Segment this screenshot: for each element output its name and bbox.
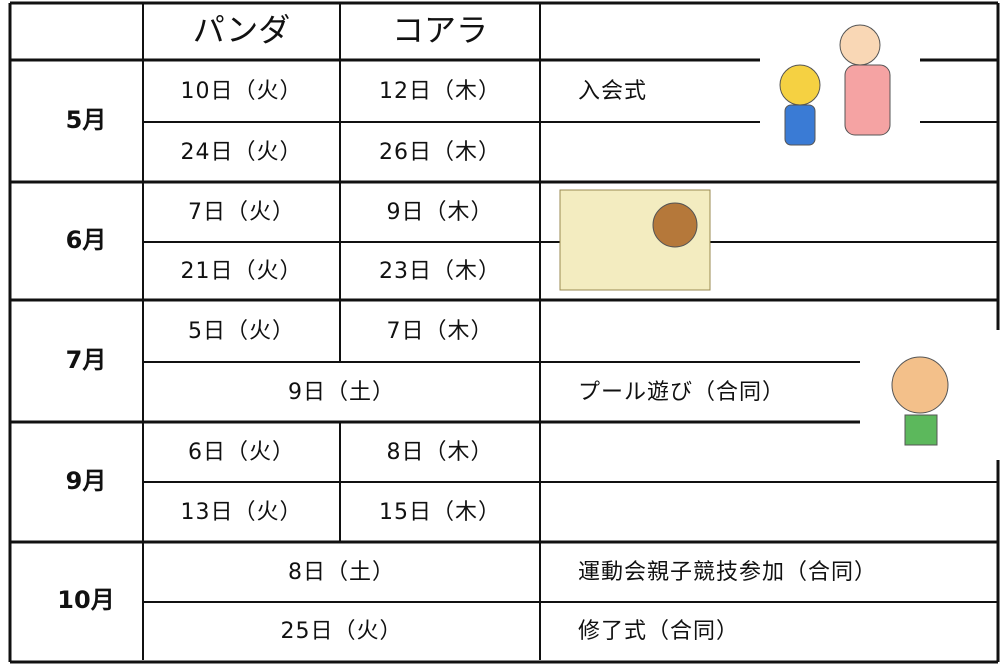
month-label: 7月: [66, 346, 107, 374]
teacher-face: [839, 24, 881, 66]
koala-date: 9日（木）: [387, 200, 494, 225]
koala-date: 7日（木）: [387, 319, 494, 344]
panda-date: 5日（火）: [188, 319, 295, 344]
month-label: 5月: [66, 106, 107, 134]
panda-date: 7日（火）: [188, 200, 295, 225]
child-hat: [779, 64, 821, 106]
child-face: [891, 356, 949, 414]
child-shorts: [904, 414, 938, 446]
month-label: 6月: [66, 226, 107, 254]
koala-date: 26日（木）: [379, 140, 501, 165]
panda-date: 24日（火）: [181, 140, 303, 165]
illustrations: [559, 20, 1000, 460]
panda-date: 10日（火）: [181, 79, 303, 104]
event: 運動会親子競技参加（合同）: [578, 560, 877, 585]
event: 入会式: [578, 79, 647, 104]
month-label: 10月: [57, 586, 114, 614]
koala-date: 15日（木）: [379, 500, 501, 525]
panda-date: 6日（火）: [188, 440, 295, 465]
event: プール遊び（合同）: [578, 380, 785, 405]
event: 修了式（合同）: [578, 619, 739, 644]
column-header: コアラ: [392, 11, 488, 49]
panda-date: 21日（火）: [181, 259, 303, 284]
panda-date: 13日（火）: [181, 500, 303, 525]
child-body: [784, 104, 816, 146]
month-label: 9月: [66, 467, 107, 495]
koala-date: 23日（木）: [379, 259, 501, 284]
teacher-body: [844, 64, 891, 136]
column-header: パンダ: [193, 11, 291, 49]
squirrel: [652, 202, 698, 248]
koala-date: 8日（木）: [387, 440, 494, 465]
joint-date: 25日（火）: [281, 619, 403, 644]
joint-date: 8日（土）: [288, 560, 395, 585]
koala-date: 12日（木）: [379, 79, 501, 104]
joint-date: 9日（土）: [288, 380, 395, 405]
